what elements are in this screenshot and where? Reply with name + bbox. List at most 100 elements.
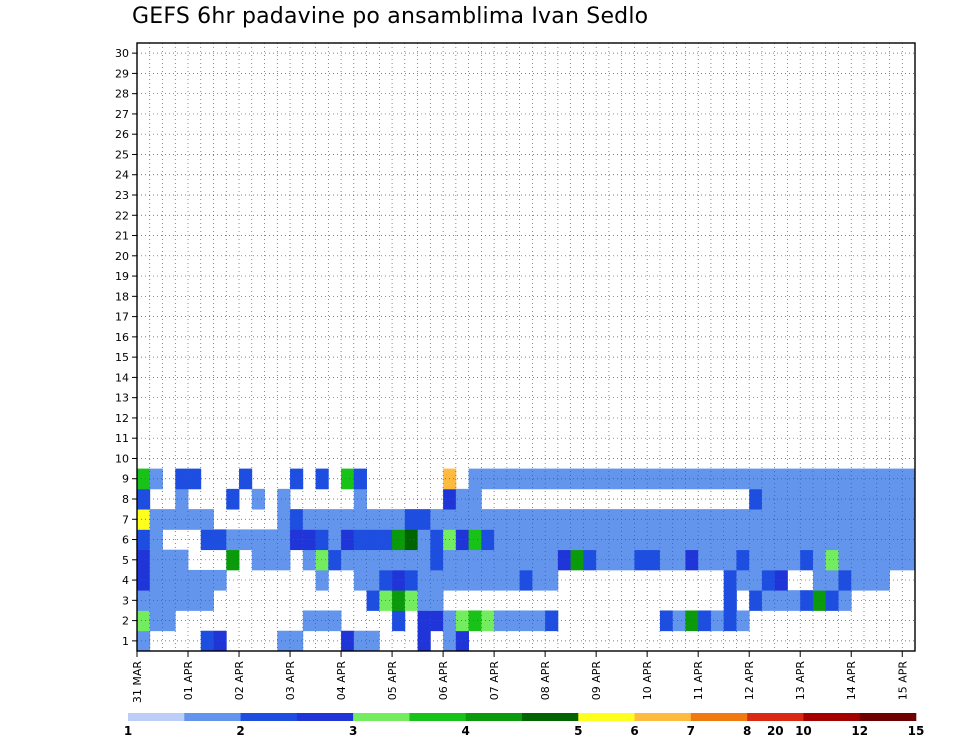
heatmap-cell (876, 468, 890, 490)
heatmap-cell (149, 610, 163, 632)
heatmap-cell (761, 488, 776, 510)
heatmap-cell (200, 590, 214, 611)
heatmap-cell (137, 610, 151, 632)
heatmap-cell (532, 468, 546, 490)
heatmap-cell (328, 610, 342, 632)
y-tick-label: 14 (115, 371, 129, 384)
heatmap-cell (481, 549, 495, 571)
heatmap-cell (545, 509, 559, 530)
heatmap-cell (685, 529, 699, 551)
heatmap-cell (812, 488, 827, 510)
heatmap-cell (749, 549, 763, 571)
heatmap-cell (213, 569, 227, 591)
dotted-grid (137, 43, 915, 651)
heatmap-cell (736, 529, 750, 551)
heatmap-cell (876, 529, 890, 551)
heatmap-cell (188, 569, 202, 591)
heatmap-cell (137, 509, 151, 530)
heatmap-cell (787, 529, 801, 551)
heatmap-cell (392, 610, 406, 632)
heatmap-cell (353, 509, 367, 530)
heatmap-cell (519, 549, 533, 571)
heatmap-cell (876, 488, 890, 510)
heatmap-cell (621, 468, 635, 490)
heatmap-cell (812, 509, 827, 530)
heatmap-cell (812, 590, 827, 611)
heatmap-cell (812, 529, 827, 551)
heatmap-cell (481, 468, 495, 490)
y-tick-label: 19 (115, 270, 129, 283)
heatmap-cell (137, 549, 151, 571)
heatmap-cell (188, 468, 202, 490)
heatmap-cell (455, 549, 469, 571)
y-tick-label: 24 (115, 169, 129, 182)
heatmap-cell (392, 529, 406, 551)
heatmap-cell (188, 509, 202, 530)
heatmap-cell (430, 529, 444, 551)
y-tick-label: 15 (115, 351, 129, 364)
heatmap-cell (200, 630, 214, 652)
heatmap-cell (596, 529, 610, 551)
heatmap-cell (290, 630, 304, 652)
heatmap-cell (290, 529, 304, 551)
heatmap-cell (863, 468, 878, 490)
y-tick-label: 9 (122, 473, 129, 486)
heatmap-cell (455, 610, 469, 632)
heatmap-cell (723, 610, 737, 632)
heatmap-cell (353, 529, 367, 551)
x-axis-ticks: 31 MAR 01 APR 02 APR 03 APR 04 APR 05 APR 06 A… (131, 651, 909, 703)
heatmap-cell (749, 590, 763, 611)
heatmap-cell (608, 529, 623, 551)
heatmap-cell (468, 569, 482, 591)
y-tick-label: 6 (122, 534, 129, 547)
heatmap-cell (468, 509, 482, 530)
colorbar-segment (578, 713, 635, 721)
heatmap-cell (137, 630, 151, 652)
heatmap-cell (761, 569, 776, 591)
y-tick-label: 20 (115, 250, 129, 263)
heatmap-cell (200, 529, 214, 551)
heatmap-cell (353, 569, 367, 591)
heatmap-cell (264, 529, 278, 551)
x-tick-label: 09 APR (590, 661, 603, 701)
heatmap-cell (481, 509, 495, 530)
y-tick-label: 1 (122, 635, 129, 648)
heatmap-cell (392, 590, 406, 611)
y-tick-label: 7 (122, 513, 129, 526)
colorbar-segment (522, 713, 579, 721)
heatmap-cell (455, 630, 469, 652)
y-tick-label: 16 (115, 331, 129, 344)
heatmap-cell (825, 549, 839, 571)
heatmap-cell (481, 569, 495, 591)
heatmap-cell (825, 569, 839, 591)
heatmap-cell (863, 569, 878, 591)
heatmap-cell (213, 630, 227, 652)
heatmap-cell (557, 549, 572, 571)
heatmap-cell (149, 549, 163, 571)
heatmap-cell (902, 468, 916, 490)
heatmap-cell (404, 509, 418, 530)
colorbar-label: 10 (795, 724, 812, 738)
y-axis-ticks: 1234567891011121314151617181920212223242… (115, 47, 137, 648)
heatmap-cell (494, 549, 508, 571)
heatmap-cell (468, 610, 482, 632)
heatmap-cell (621, 529, 635, 551)
plot-frame (136, 42, 916, 652)
heatmap-cell (723, 509, 737, 530)
heatmap-cell (277, 529, 291, 551)
heatmap-cell (723, 529, 737, 551)
colorbar-label: 4 (462, 724, 470, 738)
heatmap-cell (468, 488, 482, 510)
heatmap-cell (672, 610, 686, 632)
heatmap-cell (188, 590, 202, 611)
heatmap-cell (659, 468, 674, 490)
heatmap-cell (251, 549, 265, 571)
x-tick-label: 11 APR (692, 661, 705, 701)
colorbar-segment (690, 713, 748, 721)
colorbar-label: 20 (767, 724, 784, 738)
heatmap-cell (800, 590, 814, 611)
heatmap-cell (290, 468, 304, 490)
heatmap-cell (557, 509, 572, 530)
y-tick-label: 28 (115, 88, 129, 101)
